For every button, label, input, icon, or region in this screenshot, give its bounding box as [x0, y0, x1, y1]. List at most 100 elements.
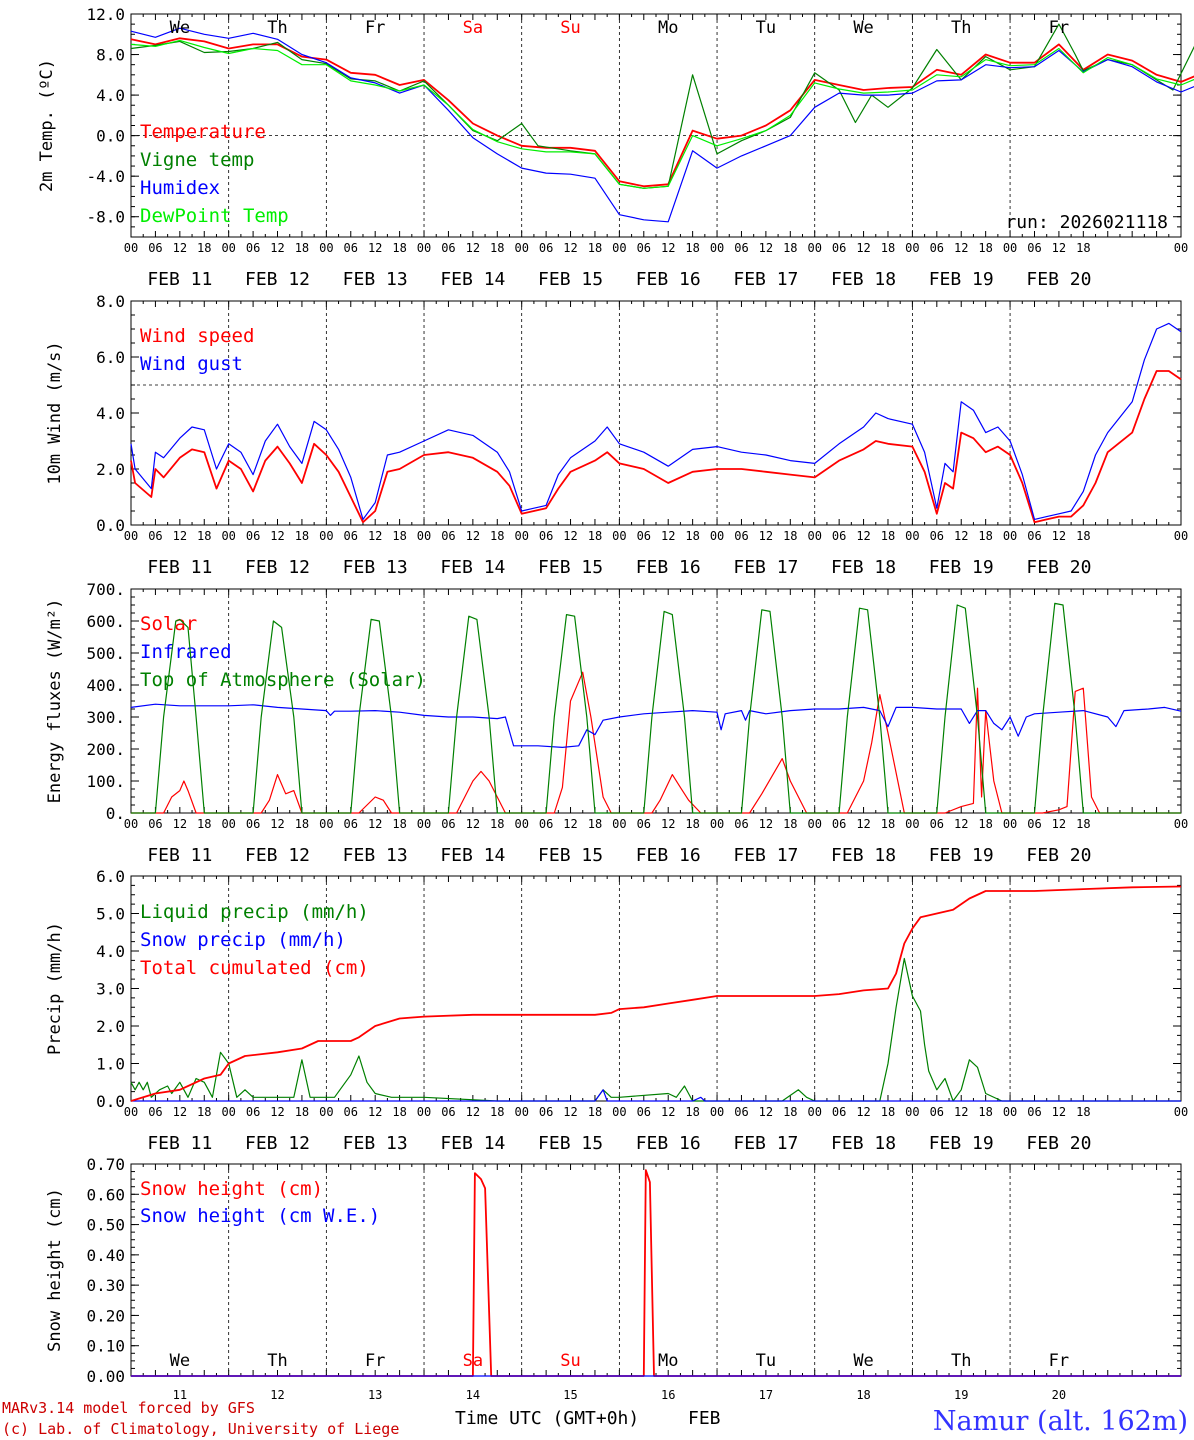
temp-hour-label: 12: [563, 241, 577, 255]
snow-day-number-label: 13: [368, 1388, 382, 1402]
temp-date-label: FEB 11: [147, 269, 212, 290]
flux-hour-label: 18: [881, 817, 895, 831]
flux-hour-label: 00: [710, 817, 724, 831]
flux-frame: [130, 588, 1182, 814]
snow-day-name-label: Th: [951, 1351, 971, 1371]
snow-day-name-label: Mo: [658, 1351, 678, 1371]
wind-date-label: FEB 18: [831, 557, 896, 578]
flux-hour-label: 00: [319, 817, 333, 831]
wind-hour-label: 00: [807, 529, 821, 543]
flux-hour-label: 06: [148, 817, 162, 831]
wind-frame: [130, 300, 1182, 526]
snow-day-number-label: 12: [270, 1388, 284, 1402]
temp-date-label: FEB 15: [538, 269, 603, 290]
flux-hour-label: 00: [1003, 817, 1017, 831]
temp-series-humidex: [130, 27, 1194, 223]
wind-date-label: FEB 17: [733, 557, 798, 578]
temp-hour-label: 00: [124, 241, 138, 255]
wind-hour-label: 00: [1174, 529, 1188, 543]
flux-series-infrared: [130, 703, 1182, 748]
precip-hour-label: 00: [1003, 1105, 1017, 1119]
precip-hour-label: 12: [954, 1105, 968, 1119]
snow-y-tick-label: 0.30: [86, 1276, 125, 1295]
precip-date-label: FEB 16: [636, 1133, 701, 1154]
temp-legend-2: Humidex: [140, 177, 220, 199]
precip-hour-label: 00: [124, 1105, 138, 1119]
flux-hour-label: 06: [246, 817, 260, 831]
flux-hour-label: 12: [270, 817, 284, 831]
footer-lab-label: (c) Lab. of Climatology, University of L…: [2, 1420, 399, 1438]
flux-hour-label: 06: [441, 817, 455, 831]
temp-y-tick-label: 8.0: [96, 46, 125, 65]
flux-hour-label: 12: [954, 817, 968, 831]
wind-hour-label: 12: [661, 529, 675, 543]
flux-date-label: FEB 15: [538, 845, 603, 866]
wind-hour-label: 18: [978, 529, 992, 543]
wind-hour-label: 06: [734, 529, 748, 543]
flux-hour-label: 12: [563, 817, 577, 831]
precip-date-label: FEB 18: [831, 1133, 896, 1154]
precip-date-label: FEB 11: [147, 1133, 212, 1154]
wind-date-label: FEB 19: [929, 557, 994, 578]
snow-day-number-label: 11: [173, 1388, 187, 1402]
wind-hour-label: 06: [441, 529, 455, 543]
wind-y-tick-label: 4.0: [96, 404, 125, 423]
precip-hour-label: 18: [295, 1105, 309, 1119]
panel-temp: -8.0 -4.0 0.0 4.0 8.0 12.0 2m Temp. (ºC) Temper…: [37, 5, 1194, 290]
temp-hour-label: 06: [734, 241, 748, 255]
snow-day-name-label: Su: [560, 1351, 580, 1371]
flux-y-tick-label: 100.: [86, 772, 125, 791]
flux-date-label: FEB 20: [1026, 845, 1091, 866]
precip-hour-label: 18: [392, 1105, 406, 1119]
temp-hour-label: 12: [1052, 241, 1066, 255]
precip-hour-label: 18: [588, 1105, 602, 1119]
precip-hour-label: 18: [881, 1105, 895, 1119]
snow-y-tick-label: 0.70: [86, 1155, 125, 1174]
wind-hour-label: 00: [124, 529, 138, 543]
snow-y-tick-label: 0.10: [86, 1337, 125, 1356]
snow-day-name-label: Fr: [365, 1351, 385, 1371]
flux-hour-label: 12: [368, 817, 382, 831]
flux-hour-label: 18: [1076, 817, 1090, 831]
day-name-label: Sa: [463, 18, 483, 38]
flux-date-label: FEB 11: [147, 845, 212, 866]
precip-hour-label: 00: [710, 1105, 724, 1119]
wind-hour-label: 00: [221, 529, 235, 543]
flux-series-top-of-atmosphere-solar: [131, 602, 1181, 814]
flux-y-tick-label: 300.: [86, 708, 125, 727]
wind-legend-1: Wind gust: [140, 353, 243, 375]
snow-series-snow-height-cm: [131, 1169, 1181, 1377]
wind-date-label: FEB 13: [343, 557, 408, 578]
precip-hour-label: 06: [1027, 1105, 1041, 1119]
temp-hour-label: 18: [392, 241, 406, 255]
flux-y-tick-label: 400.: [86, 676, 125, 695]
temp-hour-label: 06: [637, 241, 651, 255]
wind-hour-label: 06: [637, 529, 651, 543]
temp-hour-label: 06: [1027, 241, 1041, 255]
precip-hour-label: 12: [1052, 1105, 1066, 1119]
wind-date-label: FEB 14: [440, 557, 505, 578]
wind-hour-label: 18: [392, 529, 406, 543]
wind-hour-label: 00: [905, 529, 919, 543]
day-name-label: Th: [951, 18, 971, 38]
temp-hour-label: 18: [197, 241, 211, 255]
temp-hour-label: 00: [612, 241, 626, 255]
flux-hour-label: 00: [612, 817, 626, 831]
precip-y-tick-label: 1.0: [96, 1055, 125, 1074]
precip-hour-label: 06: [637, 1105, 651, 1119]
temp-hour-label: 00: [905, 241, 919, 255]
temp-y-tick-label: 0.0: [96, 127, 125, 146]
flux-hour-label: 06: [637, 817, 651, 831]
temp-hour-label: 18: [978, 241, 992, 255]
precip-hour-label: 12: [856, 1105, 870, 1119]
flux-hour-label: 00: [221, 817, 235, 831]
precip-legend-2: Total cumulated (cm): [140, 957, 369, 979]
wind-hour-label: 06: [344, 529, 358, 543]
temp-series-vigne-temp: [130, 23, 1194, 189]
precip-y-tick-label: 0.0: [96, 1092, 125, 1111]
temp-y-tick-label: -8.0: [86, 208, 125, 227]
precip-hour-label: 06: [930, 1105, 944, 1119]
x-axis-title: Time UTC (GMT+0h): [455, 1408, 639, 1429]
precip-hour-label: 00: [514, 1105, 528, 1119]
temp-hour-label: 00: [319, 241, 333, 255]
